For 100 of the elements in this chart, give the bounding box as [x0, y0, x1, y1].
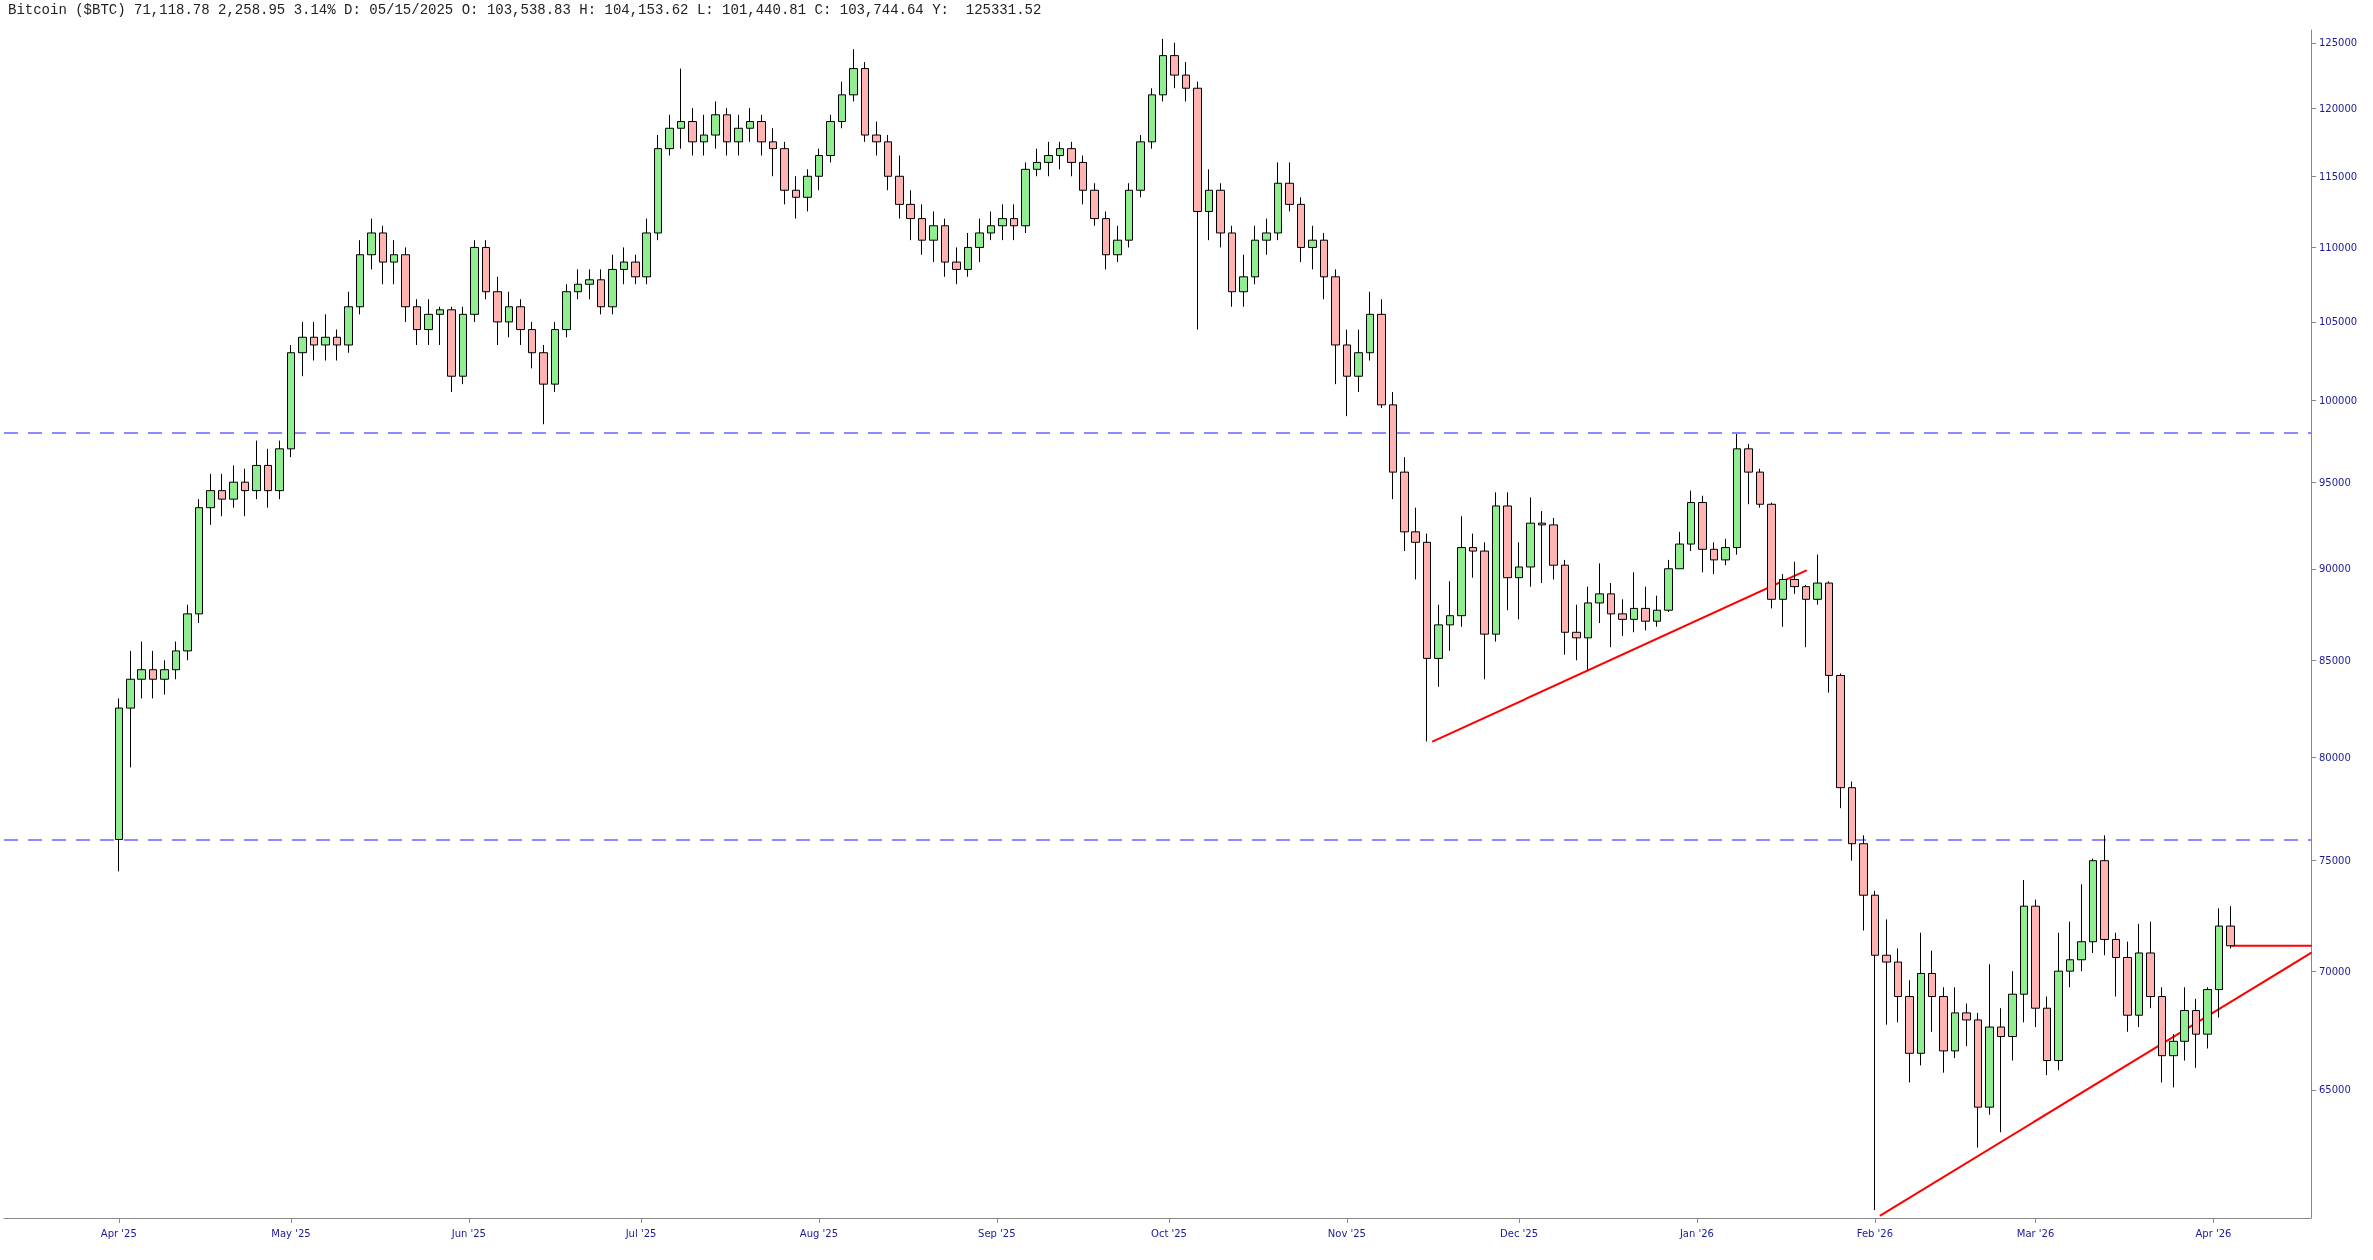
x-tick-label: Jun '25: [450, 1227, 486, 1239]
candlestick: [2112, 932, 2120, 998]
candlestick: [1423, 533, 1431, 742]
candlestick: [447, 306, 456, 393]
candlestick: [459, 306, 467, 385]
candlestick: [390, 239, 398, 285]
candlestick: [126, 650, 135, 768]
candlestick: [1056, 141, 1064, 170]
candlestick: [1331, 268, 1340, 385]
candlestick: [1767, 502, 1776, 609]
candlestick: [654, 134, 662, 241]
candlestick: [1756, 468, 1764, 509]
candlestick: [1205, 168, 1213, 241]
candlestick: [1125, 182, 1133, 248]
candlestick: [769, 127, 777, 177]
candlestick: [264, 448, 272, 509]
candlestick: [929, 210, 938, 263]
candlestick: [2089, 858, 2097, 954]
x-tick-label: Mar '26: [2016, 1227, 2055, 1239]
candlestick: [1733, 433, 1741, 556]
candlestick: [1825, 580, 1833, 694]
candlestick: [287, 344, 295, 458]
candlestick: [1480, 541, 1489, 680]
candlestick: [539, 344, 548, 425]
candlestick: [1354, 329, 1363, 393]
candlestick: [826, 114, 835, 163]
candlestick: [1251, 225, 1259, 285]
candlestick: [562, 283, 571, 338]
candlestick: [1698, 495, 1707, 573]
candlestick: [241, 468, 249, 517]
candlestick: [1400, 456, 1409, 552]
candlestick: [1779, 573, 1787, 628]
candlestick: [975, 218, 984, 263]
candlestick: [2020, 879, 2028, 1023]
candlestick: [2158, 986, 2166, 1083]
candlestick: [1377, 298, 1386, 409]
candlestick: [1320, 232, 1328, 300]
candlestick: [1675, 531, 1684, 570]
candlestick: [482, 239, 490, 300]
candlestick: [1434, 604, 1443, 688]
candlestick: [1572, 604, 1581, 661]
y-tick-label: 95000: [2319, 476, 2351, 488]
candlestick: [1859, 834, 1868, 932]
y-tick-label: 75000: [2319, 855, 2351, 867]
candlestick: [688, 107, 697, 157]
candlestick: [1744, 443, 1753, 505]
candlestick: [746, 107, 754, 143]
candlestick: [1962, 1003, 1971, 1047]
candlestick: [1664, 559, 1673, 613]
candlestick: [1549, 517, 1558, 580]
candlestick: [1492, 491, 1500, 643]
x-tick-label: Sep '25: [978, 1227, 1016, 1239]
candlestick: [1928, 950, 1936, 1033]
x-tick-label: Aug '25: [799, 1227, 838, 1239]
candlestick: [815, 148, 823, 191]
candlestick: [574, 268, 582, 300]
candlestick: [252, 440, 261, 500]
candlestick: [1182, 61, 1190, 102]
candlestick: [1871, 890, 1879, 1211]
candlestick: [1136, 134, 1145, 198]
candlestick: [1411, 507, 1420, 580]
candlestick: [838, 81, 846, 129]
candlestick: [1216, 182, 1225, 248]
candlestick: [1033, 148, 1041, 177]
candlestick: [1974, 1012, 1982, 1149]
candlestick: [2180, 986, 2189, 1062]
candlestick: [1503, 491, 1512, 611]
candlestick: [310, 321, 318, 362]
candlestick: [1446, 580, 1454, 652]
candlestick: [528, 321, 536, 369]
candlestick: [2008, 970, 2017, 1062]
candlestick: [137, 641, 146, 699]
candlestick: [229, 464, 238, 509]
candlestick: [413, 298, 421, 346]
candlestick: [1079, 155, 1087, 205]
x-tick-label: Nov '25: [1327, 1227, 1366, 1239]
candlestick: [115, 697, 123, 872]
candlestick: [1951, 986, 1959, 1059]
x-tick-label: Jan '26: [1678, 1227, 1714, 1239]
y-tick-label: 65000: [2319, 1084, 2351, 1096]
candlestick: [505, 291, 513, 338]
candlestick: [1836, 673, 1845, 809]
candlestick: [1297, 196, 1305, 263]
candlestick: [620, 246, 628, 285]
candlestick: [436, 306, 444, 346]
candlestick: [516, 298, 525, 346]
x-tick-label: May '25: [271, 1227, 311, 1239]
candlestick: [2043, 996, 2051, 1076]
candlestick: [275, 440, 284, 500]
candlestick: [803, 168, 812, 212]
candlestick: [1469, 533, 1477, 579]
candlestick: [1285, 161, 1294, 212]
candlestick: [2146, 921, 2155, 1009]
candlestick: [1159, 38, 1167, 102]
candlestick: [1721, 538, 1730, 566]
y-tick-label: 115000: [2319, 170, 2358, 182]
candlestick: [1939, 986, 1948, 1074]
candlestick: [1848, 781, 1856, 862]
candlestick: [987, 210, 995, 241]
candlestick: [2031, 899, 2040, 1028]
